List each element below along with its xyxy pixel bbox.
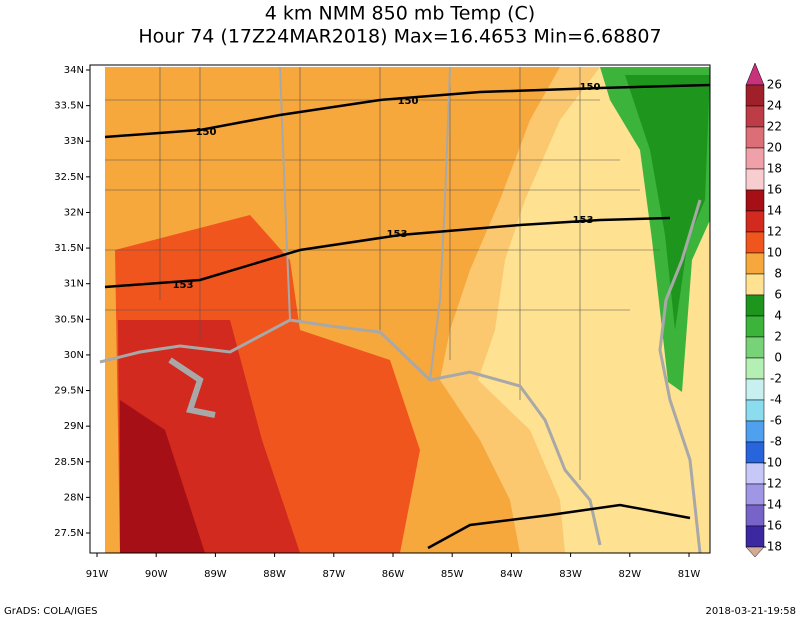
frame (89, 64, 711, 554)
colorbar-label: 8 (774, 267, 782, 281)
colorbar-label: -8 (770, 435, 782, 449)
colorbar-label: 24 (767, 99, 782, 113)
colorbar-box (745, 441, 765, 464)
colorbar-label: 22 (767, 120, 782, 134)
lon-label: 83W (559, 569, 582, 580)
contours (104, 83, 711, 550)
colorbar-label: -2 (770, 372, 782, 386)
field-green-dark (625, 75, 710, 330)
colorbar-box (745, 483, 765, 506)
colorbar-label: 18 (767, 162, 782, 176)
colorbar-box (745, 462, 765, 485)
colorbar-label: 16 (767, 183, 782, 197)
colorbar-box (745, 294, 765, 317)
colorbar-label: 14 (767, 204, 782, 218)
colorbar-label: 2 (774, 330, 782, 344)
colorbar-label: -10 (762, 456, 782, 470)
contour-label: 150 (398, 96, 419, 107)
colorbar-box (745, 105, 765, 128)
footer-left: GrADS: COLA/IGES (4, 606, 98, 617)
lat-label: 31.5N (54, 243, 84, 254)
colorbar-box (745, 399, 765, 422)
colorbar-label: 4 (774, 309, 782, 323)
contour-labels: 150 150 150 153 153 153 (173, 82, 601, 291)
colorbar-label: -14 (762, 498, 782, 512)
colorbar-label: -16 (762, 519, 782, 533)
lat-label: 29.5N (54, 386, 84, 397)
contour-label: 150 (580, 82, 601, 93)
colorbar-box (745, 378, 765, 401)
colorbar-label: 12 (767, 225, 782, 239)
colorbar-box (745, 168, 765, 191)
field-16 (120, 400, 205, 553)
colorbar-box (745, 84, 765, 107)
lon-label: 88W (263, 569, 286, 580)
lon-label: 82W (618, 569, 641, 580)
lat-label: 30.5N (54, 314, 84, 325)
colorbar-label: -4 (770, 393, 782, 407)
colorbar-box (745, 336, 765, 359)
lon-label: 86W (382, 569, 405, 580)
colorbar-box (745, 273, 765, 296)
lat-label: 28N (64, 492, 84, 503)
colorbar-box (745, 126, 765, 149)
lat-label: 28.5N (54, 457, 84, 468)
colorbar-label: 10 (767, 246, 782, 260)
contour-label: 153 (173, 280, 194, 291)
colorbar-label: 26 (767, 78, 782, 92)
colorbar-box (745, 252, 765, 275)
title-line-1: 4 km NMM 850 mb Temp (C) (265, 3, 535, 25)
colorbar-label: 0 (774, 351, 782, 365)
colorbar-box (745, 189, 765, 212)
lon-label: 91W (86, 569, 109, 580)
title-line-2: Hour 74 (17Z24MAR2018) Max=16.4653 Min=6… (138, 26, 661, 48)
lat-label: 27.5N (54, 528, 84, 539)
colorbar-triangle (745, 62, 765, 86)
lon-label: 90W (145, 569, 168, 580)
colorbar-box (745, 147, 765, 170)
lat-label: 30N (64, 350, 84, 361)
contour-label: 153 (573, 215, 594, 226)
county-lines (105, 67, 660, 480)
lat-label: 33.5N (54, 101, 84, 112)
colorbar-label: 20 (767, 141, 782, 155)
colorbar-box (745, 357, 765, 380)
colorbar-box (745, 525, 765, 548)
colorbar-label: 6 (774, 288, 782, 302)
footer-right: 2018-03-21-19:58 (705, 606, 796, 617)
coastline (99, 66, 702, 554)
colorbar-triangle (745, 546, 765, 558)
contour-label: 150 (196, 127, 217, 138)
colorbar-box (745, 315, 765, 338)
colorbar-label: -12 (762, 477, 782, 491)
lon-label: 85W (441, 569, 464, 580)
colorbar-box (745, 210, 765, 233)
lat-label: 33N (64, 136, 84, 147)
colorbar-box (745, 504, 765, 527)
colorbar-box (745, 231, 765, 254)
colorbar-box (745, 420, 765, 443)
lat-label: 34N (64, 65, 84, 76)
colorbar-label: -6 (770, 414, 782, 428)
lon-label: 81W (678, 569, 701, 580)
lon-label: 84W (500, 569, 523, 580)
lat-label: 32.5N (54, 172, 84, 183)
lon-label: 89W (204, 569, 227, 580)
colorbar-label: -18 (762, 540, 782, 554)
lat-label: 29N (64, 421, 84, 432)
lat-label: 31N (64, 279, 84, 290)
lat-label: 32N (64, 207, 84, 218)
lon-label: 87W (322, 569, 345, 580)
contour-label: 153 (387, 229, 408, 240)
